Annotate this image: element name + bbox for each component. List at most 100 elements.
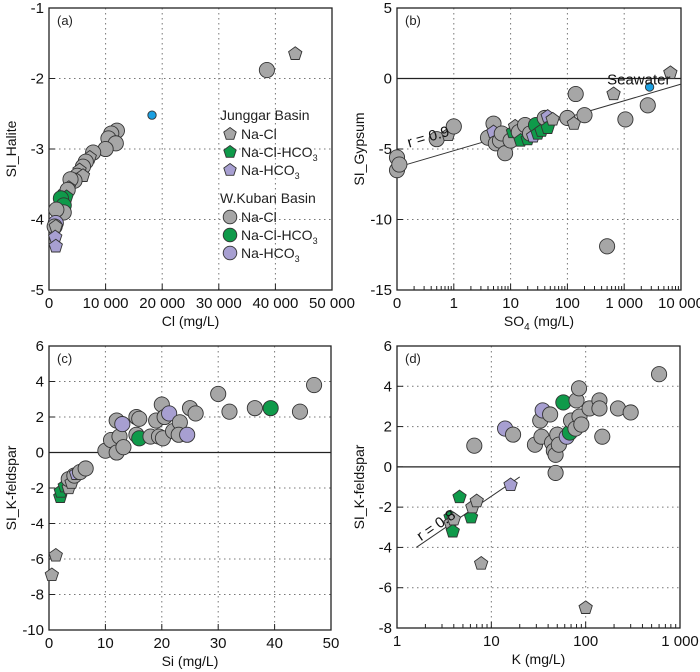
data-point-circle [445,118,462,135]
legend-item-label: Na-Cl [241,126,277,142]
legend: Junggar Basin W.Kuban Basin Na-Cl Na-Cl-H… [220,107,318,264]
data-point-circle [651,366,668,383]
y-tick-label: 6 [36,338,44,355]
y-tick-label: -15 [370,282,392,299]
legend-item-label: Na-Cl-HCO3 [241,144,318,163]
data-point-circle [115,439,132,456]
legend-title-junggar: Junggar Basin [220,107,310,123]
legend-item-label: Na-Cl [241,209,277,225]
data-point-pentagon [445,523,460,538]
data-point-circle [644,82,655,92]
x-axis-label: Cl (mg/L) [162,313,220,329]
data-point-circle [210,385,227,402]
data-point-circle [114,416,131,433]
data-point-circle [622,404,639,421]
y-tick-label: -5 [379,141,392,158]
x-tick-label: 1 000 [661,633,699,650]
plot-frame [48,7,333,291]
y-tick-label: -8 [379,620,392,637]
y-tick-label: -4 [379,539,392,556]
y-tick-label: -8 [31,587,44,604]
x-tick-label: 10 [502,295,519,312]
legend-subscript: 3 [295,171,300,181]
y-tick-label: 4 [36,374,44,391]
data-point-circle [505,426,522,443]
x-tick-label: 20 [153,635,170,652]
data-point-circle [291,403,309,420]
data-point-pentagon [48,238,63,253]
x-tick-label: 40 000 [252,295,298,312]
data-point-circle [48,201,65,218]
x-tick-label: 10 [97,635,114,652]
regression-label: r = 0.9 [405,123,451,151]
data-point-circle [573,416,590,433]
x-axis-label-unit: (mg/L) [530,313,574,329]
data-point-circle [594,428,611,445]
y-tick-label: -6 [379,580,392,597]
data-point-pentagon [44,567,60,582]
x-tick-label: 1 [393,633,401,650]
legend-subscript: 3 [313,236,318,246]
x-axis-label: K (mg/L) [512,651,566,667]
data-point-pentagon [606,86,621,101]
data-point-pentagon [578,600,593,614]
y-tick-label: -6 [31,551,44,568]
x-tick-label: 50 [323,635,340,652]
annotation-label: Seawater [607,72,670,89]
x-tick-label: 0 [45,635,53,652]
data-point-circle [542,406,559,423]
legend-pentagon-icon [223,162,237,176]
y-tick-label: -5 [31,282,44,299]
legend-item-label: Na-HCO3 [241,162,300,181]
x-tick-label: 10 000 [658,295,700,312]
y-tick-label: -10 [22,622,44,639]
y-tick-label: 0 [384,71,392,88]
y-axis-label: SI_Halite [3,120,19,177]
data-point-circle [179,426,196,443]
legend-item-label: Na-Cl-HCO3 [241,227,318,246]
y-tick-label: -3 [31,141,44,158]
legend-circle-icon [222,245,238,261]
panel-label: (c) [57,351,72,366]
y-tick-label: 0 [384,459,392,476]
panel-b: 0 1 10 100 1 000 10 000 -15 -10 -5 0 5 SO4 (mg/L) SI… [351,0,700,333]
y-tick-label: -10 [370,212,392,229]
legend-pentagon-icon [223,144,237,158]
y-tick-label: 4 [384,378,392,395]
data-point-pentagon [446,511,462,526]
legend-circle-icon [222,209,238,225]
y-tick-label: -2 [31,71,44,88]
y-tick-label: 6 [384,338,392,355]
x-tick-label: 0 [45,295,53,312]
data-point-circle [617,111,634,128]
data-point-circle [591,400,608,417]
data-point-pentagon [663,65,678,79]
x-axis-label: Si (mg/L) [162,653,219,669]
legend-pentagon-icon [223,126,237,140]
panel-d: 1 10 100 1 000 -8 -6 -4 -2 0 2 4 6 K (mg/L) SI_K-feld… [351,338,699,667]
data-point-circle [258,61,275,79]
x-tick-label: 1 000 [605,295,643,312]
x-tick-label: 20 000 [139,295,185,312]
plot-frame [396,345,681,629]
data-point-circle [466,437,483,454]
x-tick-label: 50 000 [309,295,355,312]
x-tick-label: 30 000 [196,295,242,312]
data-point-circle [547,464,564,481]
y-axis-label: SI_K-feldspar [351,444,367,529]
x-tick-label: 40 [266,635,283,652]
data-point-circle [131,410,148,427]
data-point-circle [391,156,408,173]
panel-label: (a) [57,13,73,28]
panel-a: 0 10 000 20 000 30 000 40 000 50 000 -5 -4 -3 -2 -… [3,0,355,329]
legend-subscript: 3 [295,254,300,264]
data-point-circle [246,400,263,417]
y-tick-label: 0 [36,445,44,462]
data-point-circle [77,460,94,477]
data-point-circle [555,394,572,411]
y-tick-label: -4 [31,212,44,229]
plot-frame [396,7,682,291]
data-point-pentagon [469,493,484,508]
data-point-circle [570,380,588,397]
